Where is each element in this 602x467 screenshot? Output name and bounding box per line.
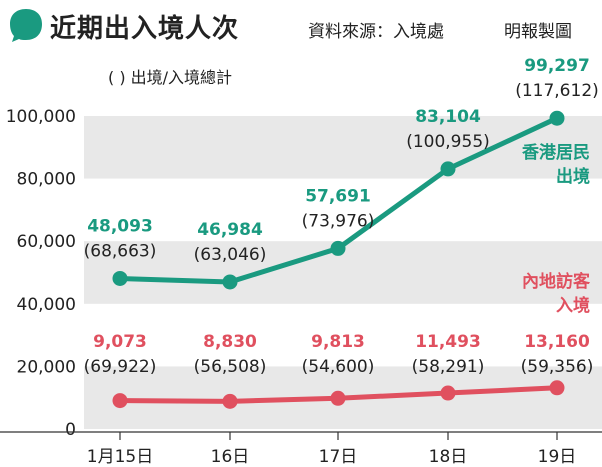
y-tick-label: 60,000 [17, 232, 76, 252]
data-label: 9,813 [311, 332, 365, 352]
x-tick-label: 17日 [319, 447, 358, 467]
series-0: 48,093 (68,663) 46,984 (63,046) 57,691 (73,97… [84, 56, 599, 290]
total-label: (68,663) [84, 241, 157, 261]
total-label: (59,356) [521, 357, 594, 377]
data-label: 48,093 [87, 216, 153, 236]
total-label: (56,508) [194, 357, 267, 377]
data-label: 57,691 [305, 186, 371, 206]
series-layer: 48,093 (68,663) 46,984 (63,046) 57,691 (73,97… [84, 56, 599, 409]
total-label: (58,291) [412, 357, 485, 377]
data-point [549, 110, 565, 126]
data-point [440, 161, 456, 177]
x-tick-label: 19日 [538, 447, 577, 467]
data-label: 46,984 [197, 220, 263, 240]
chart-credit: 明報製圖 [504, 22, 572, 42]
speech-bubble-icon [10, 9, 42, 42]
data-label: 9,073 [93, 332, 147, 352]
data-point [112, 270, 128, 286]
total-label: (100,955) [406, 132, 490, 152]
data-source: 資料來源：入境處 [308, 22, 444, 42]
total-label: (69,922) [84, 357, 157, 377]
x-tick-label: 18日 [429, 447, 468, 467]
total-label: (63,046) [194, 245, 267, 265]
y-tick-label: 80,000 [17, 170, 76, 190]
data-label: 99,297 [524, 56, 590, 76]
y-tick-label: 100,000 [6, 107, 76, 127]
data-label: 8,830 [203, 332, 257, 352]
series-1: 9,073 (69,922) 8,830 (56,508) 9,813 (54,600) 1… [84, 271, 594, 409]
data-point [330, 240, 346, 256]
x-tick-label: 16日 [211, 447, 250, 467]
grid-band [84, 116, 602, 179]
y-axis: 0 20,000 40,000 60,000 80,000 100,000 [6, 107, 76, 440]
series-name: 入境 [556, 295, 590, 316]
data-point [222, 393, 238, 409]
total-label: (73,976) [302, 211, 375, 231]
y-tick-label: 20,000 [17, 357, 76, 377]
chart-header: 近期出入境人次 資料來源：入境處 明報製圖 [0, 0, 602, 52]
data-label: 83,104 [415, 107, 481, 127]
data-point [549, 380, 565, 396]
y-tick-label: 0 [65, 420, 76, 440]
x-tick-label: 1月15日 [87, 447, 153, 467]
series-name: 出境 [556, 166, 590, 187]
line-chart: ( ) 出境/入境總計 0 20,000 40,000 60,000 80,000 100… [0, 56, 602, 467]
data-point [112, 393, 128, 409]
chart-title: 近期出入境人次 [50, 14, 240, 44]
chart-note: ( ) 出境/入境總計 [108, 68, 232, 87]
data-point [330, 390, 346, 406]
y-tick-label: 40,000 [17, 295, 76, 315]
data-label: 13,160 [524, 332, 590, 352]
x-axis: 1月15日 16日 17日 18日 19日 [0, 431, 602, 467]
series-name: 香港居民 [522, 142, 590, 163]
total-label: (54,600) [302, 357, 375, 377]
data-label: 11,493 [415, 332, 481, 352]
data-point [222, 274, 238, 290]
series-name: 內地訪客 [522, 271, 591, 292]
data-point [440, 385, 456, 401]
total-label: (117,612) [515, 81, 599, 101]
